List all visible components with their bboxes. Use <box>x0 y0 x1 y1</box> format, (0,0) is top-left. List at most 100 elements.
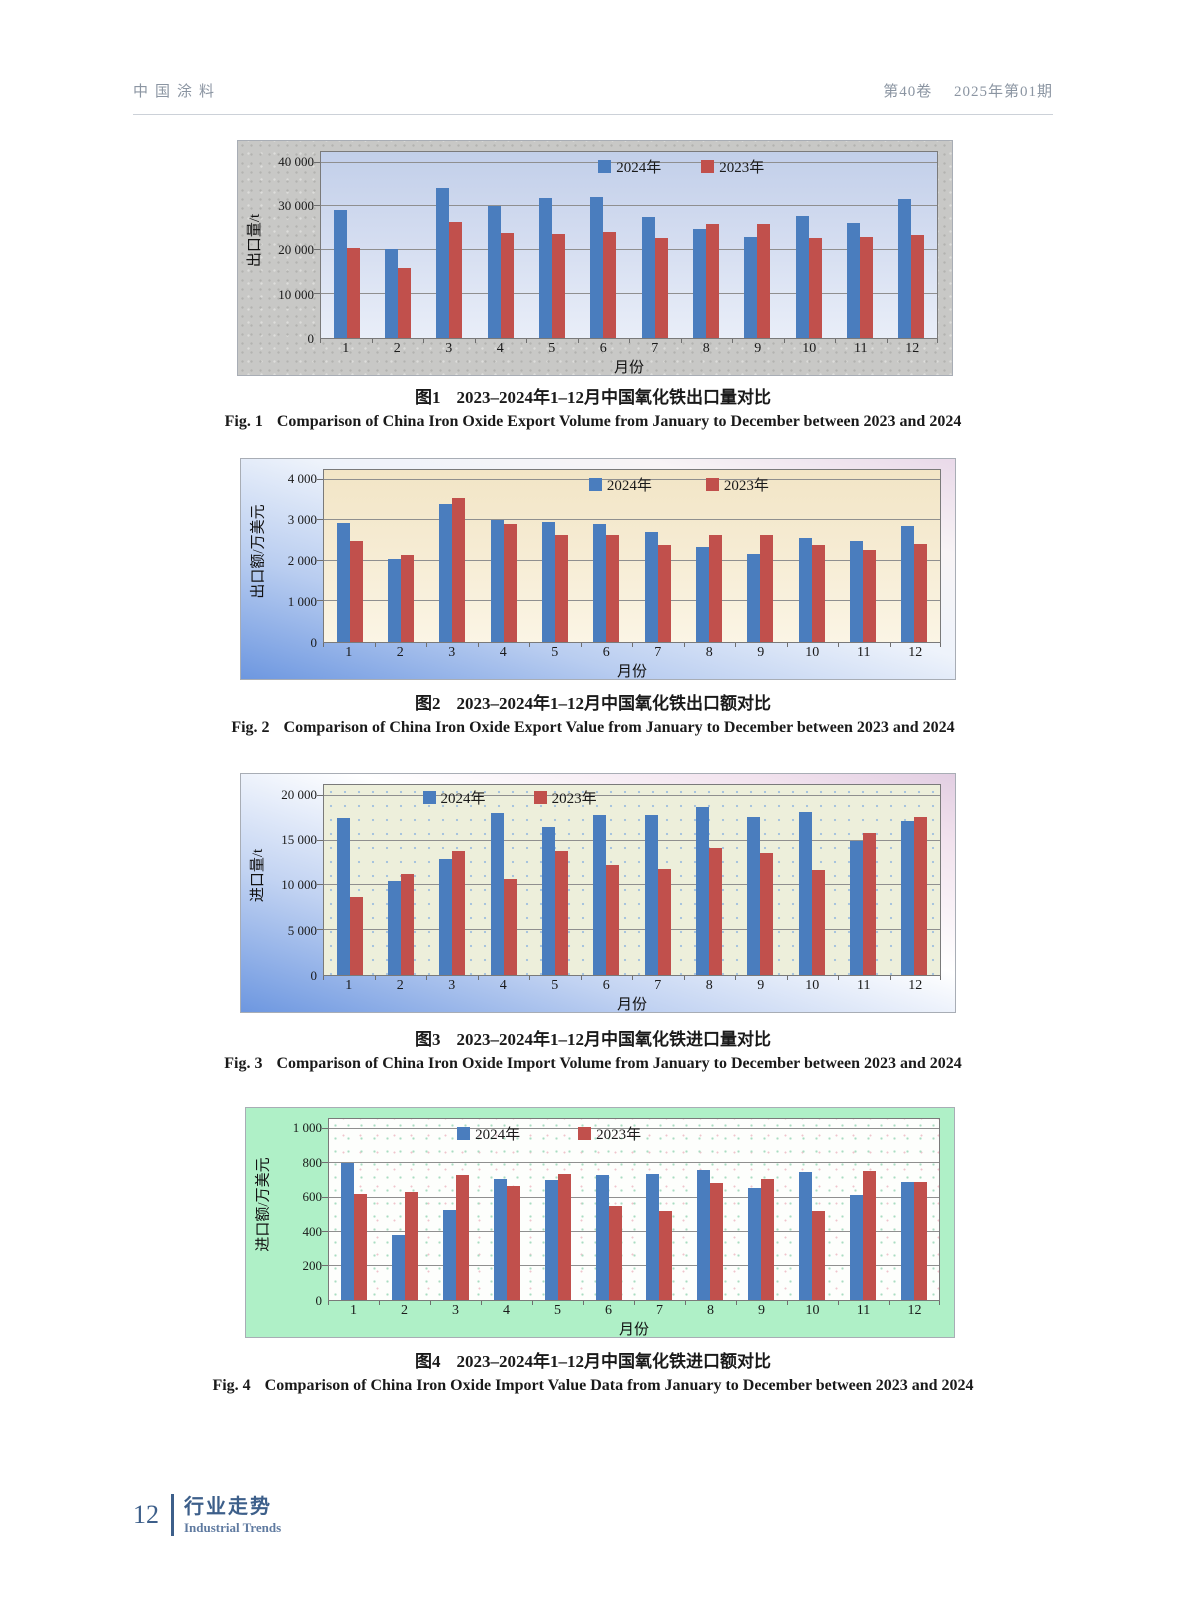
x-tick-label-7: 7 <box>632 976 684 993</box>
bar-group-month-3 <box>427 470 478 642</box>
caption-english: Fig. 3 Comparison of China Iron Oxide Imp… <box>103 1052 1083 1076</box>
y-axis-ticks: 0 200 400 600 800 1 000 <box>278 1118 328 1308</box>
y-axis-title-text: 进口量/t <box>250 848 267 902</box>
bar-group-month-5 <box>529 785 580 975</box>
figure-3-caption: 图3 2023–2024年1–12月中国氧化铁进口量对比 Fig. 3 Compar… <box>103 1028 1083 1076</box>
bar-2024年-month-2 <box>392 1235 406 1300</box>
bar-group-month-1 <box>324 470 375 642</box>
caption-label: Fig. 3 <box>224 1055 263 1072</box>
page-footer: 12 行业走势 Industrial Trends <box>133 1494 281 1536</box>
bar-2024年-month-4 <box>490 812 504 975</box>
bar-group-month-1 <box>321 152 372 338</box>
y-axis-ticks: 0 5 000 10 000 15 000 20 000 <box>273 784 323 983</box>
figure-3-chart: 进口量/t 0 5 000 10 000 15 000 20 000 2024年 2023… <box>240 773 956 1013</box>
bar-group-month-10 <box>786 470 837 642</box>
bar-2024年-month-1 <box>333 210 347 338</box>
gridline-30000 <box>314 205 937 207</box>
caption-chinese: 图4 2023–2024年1–12月中国氧化铁进口额对比 <box>103 1350 1083 1374</box>
x-tick-label-7: 7 <box>632 643 684 660</box>
caption-label: Fig. 1 <box>224 413 263 430</box>
x-tick-label-1: 1 <box>323 976 375 993</box>
bar-group-month-6 <box>578 152 629 338</box>
y-tick-label-20000: 20 000 <box>281 786 317 802</box>
bar-2023年-month-7 <box>657 869 671 975</box>
bar-group-month-3 <box>427 785 478 975</box>
bar-2024年-month-10 <box>795 216 809 338</box>
bar-group-month-11 <box>834 152 885 338</box>
gridline-600 <box>322 1196 939 1198</box>
x-tick-label-5: 5 <box>526 339 578 356</box>
x-tick-label-3: 3 <box>430 1301 481 1318</box>
bar-2024年-month-7 <box>641 217 655 338</box>
bar-group-month-12 <box>889 785 940 975</box>
bar-2024年-month-3 <box>439 504 453 642</box>
bar-2023年-month-6 <box>608 1206 622 1300</box>
bar-group-month-9 <box>732 152 783 338</box>
bar-2024年-month-2 <box>387 880 401 975</box>
legend-swatch-icon <box>598 160 612 173</box>
bar-2024年-month-11 <box>849 541 863 642</box>
bar-2024年-month-5 <box>538 197 552 338</box>
bar-group-month-7 <box>629 152 680 338</box>
legend-swatch-icon <box>588 478 602 491</box>
y-tick-label-0: 0 <box>315 1293 323 1308</box>
x-tick-label-8: 8 <box>680 339 733 356</box>
x-tick-label-6: 6 <box>580 976 633 993</box>
caption-text: Comparison of China Iron Oxide Import Vo… <box>276 1055 962 1072</box>
x-tick-label-11: 11 <box>835 339 887 356</box>
bar-group-month-12 <box>889 470 940 642</box>
legend-label: 2023年 <box>719 160 765 176</box>
x-axis-title: 月份 <box>616 997 647 1013</box>
bar-2023年-month-9 <box>760 853 774 975</box>
figure-2-chart: 出口额/万美元 0 1 000 2 000 3 000 4 000 2024年 2023年… <box>240 458 956 680</box>
x-tick-label-7: 7 <box>629 339 681 356</box>
gridline-40000 <box>314 161 937 163</box>
legend: 2024年 2023年 <box>457 1123 641 1144</box>
legend-entry-2023年: 2023年 <box>701 156 764 177</box>
caption-chinese: 图1 2023–2024年1–12月中国氧化铁出口量对比 <box>103 386 1083 410</box>
bar-2023年-month-5 <box>554 851 568 975</box>
bars-layer <box>329 1119 939 1300</box>
bar-2024年-month-4 <box>493 1178 507 1300</box>
caption-text: 2023–2024年1–12月中国氧化铁出口额对比 <box>456 694 772 713</box>
caption-label: Fig. 2 <box>231 719 270 736</box>
bar-group-month-4 <box>478 470 529 642</box>
bar-2024年-month-2 <box>384 249 398 338</box>
legend-entry-2024年: 2024年 <box>422 787 486 808</box>
y-tick-label-0: 0 <box>307 331 315 346</box>
x-tick-label-1: 1 <box>323 643 375 660</box>
bar-2023年-month-8 <box>708 847 722 975</box>
y-tick-label-40000: 40 000 <box>278 153 314 169</box>
footer-section: 行业走势 Industrial Trends <box>184 1495 281 1536</box>
legend: 2024年 2023年 <box>598 156 764 177</box>
plot-area: 2024年 2023年 <box>322 1118 940 1301</box>
section-title-english: Industrial Trends <box>184 1519 282 1535</box>
y-tick-label-0: 0 <box>310 968 318 983</box>
bar-2023年-month-2 <box>400 873 414 975</box>
bar-2023年-month-10 <box>811 1211 825 1300</box>
x-tick-label-9: 9 <box>732 339 784 356</box>
bar-group-month-9 <box>736 1119 787 1300</box>
bar-group-month-7 <box>634 1119 685 1300</box>
y-tick-label-2000: 2 000 <box>287 552 317 568</box>
bar-group-month-5 <box>532 1119 583 1300</box>
gridline-3000 <box>317 519 940 521</box>
legend-label: 2024年 <box>606 478 652 494</box>
bar-group-month-2 <box>375 470 426 642</box>
y-tick-label-200: 200 <box>302 1258 323 1274</box>
bar-2024年-month-5 <box>544 1180 558 1300</box>
gridline-200 <box>322 1264 939 1266</box>
bar-group-month-12 <box>886 152 937 338</box>
bar-2024年-month-9 <box>747 553 761 642</box>
bar-2024年-month-12 <box>900 1182 914 1300</box>
bar-2023年-month-3 <box>456 1174 470 1300</box>
bar-group-month-5 <box>529 470 580 642</box>
y-tick-label-1000: 1 000 <box>292 1120 322 1136</box>
x-tick-label-8: 8 <box>683 643 736 660</box>
x-tick-label-11: 11 <box>838 1301 889 1318</box>
bar-group-month-5 <box>526 152 577 338</box>
bar-2024年-month-2 <box>387 558 401 642</box>
bar-2023年-month-2 <box>397 267 411 338</box>
bar-2023年-month-11 <box>859 237 873 338</box>
